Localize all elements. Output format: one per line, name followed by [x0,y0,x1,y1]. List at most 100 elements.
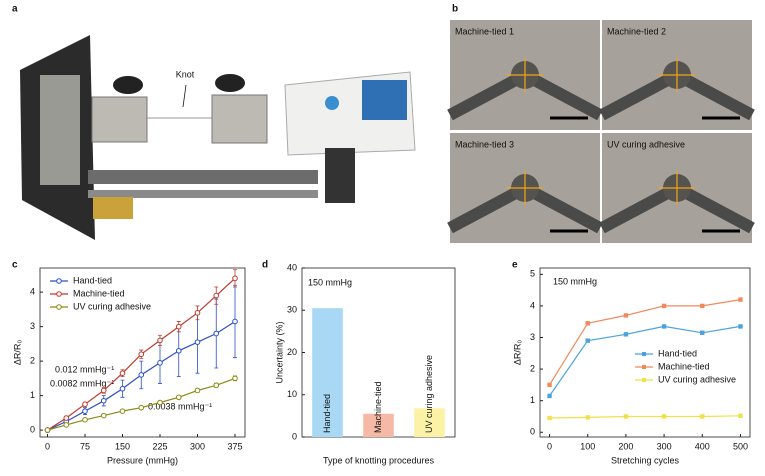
photo-annotation: Knot [176,69,195,79]
series-line [549,325,741,397]
y-tick-label: 1 [530,395,535,405]
y-tick-label: 0 [292,431,297,441]
data-point [700,303,705,309]
legend-label: Machine-tied [73,288,125,298]
legend-marker [642,365,646,369]
legend-marker [56,278,62,284]
data-point [175,394,182,401]
data-point [213,292,220,299]
data-point [194,339,201,345]
x-axis-label: Stretching cycles [611,455,680,465]
x-tick-label: 225 [152,441,167,451]
legend-label: UV curing adhesive [73,301,151,311]
legend-label: Machine-tied [658,361,710,371]
x-tick-label: 150 [115,441,130,451]
y-tick-label: 1 [30,390,35,400]
y-tick-label: 2 [30,355,35,365]
legend-marker [56,304,62,310]
photo-label: UV curing adhesive [607,139,685,149]
data-point [661,414,667,419]
data-point [100,412,107,419]
data-point [547,415,552,421]
data-point [82,416,88,423]
legend-label: Hand-tied [658,348,697,358]
y-tick-label: 0 [530,427,535,437]
panel-label: a [12,4,18,15]
photo-b: Machine-tied 1 Machine-tied 2 Machine-tied… [447,20,755,243]
y-tick-label: 20 [287,347,297,357]
x-tick-label: 500 [733,441,748,451]
data-point [157,360,163,366]
x-tick-label: 100 [580,441,595,451]
category-label: UV curing adhesive [424,355,434,433]
data-point [738,297,743,302]
y-tick-label: 3 [30,321,35,331]
data-point [119,408,126,414]
y-tick-label: 2 [530,363,535,373]
data-point [232,318,238,325]
data-point [63,415,70,421]
x-tick-label: 300 [190,441,205,451]
data-point [44,427,51,433]
data-point [157,337,163,344]
bar [363,413,394,437]
data-point [585,415,590,420]
x-tick-label: 400 [695,441,710,451]
annotation: 0.0038 mmHg⁻¹ [148,401,212,411]
data-point [661,324,667,329]
bar [312,308,343,437]
photo-label: Machine-tied 3 [455,139,514,149]
series-line [549,415,741,419]
panel-label: d [262,260,268,271]
data-point [194,310,201,316]
data-point [138,372,145,378]
data-point [175,323,182,330]
x-tick-label: 375 [227,441,242,451]
data-point [100,387,107,394]
x-tick-label: 300 [657,441,672,451]
photo-label: Machine-tied 2 [607,26,666,36]
y-tick-label: 4 [30,287,35,297]
photo-label: Machine-tied 1 [455,26,514,36]
legend-marker [642,352,646,356]
data-point [213,330,220,337]
data-point [138,404,145,411]
y-tick-label: 30 [287,305,297,315]
plot-frame [39,267,246,438]
legend-label: Hand-tied [73,275,112,285]
data-point [213,382,220,389]
y-tick-label: 10 [287,389,297,399]
y-axis-label: ΔR/R₀ [12,340,22,366]
data-point [63,422,70,428]
annotation: 0.0082 mmHg⁻¹ [50,378,114,388]
y-tick-label: 0 [30,424,35,434]
x-tick-label: 0 [547,441,552,451]
data-point [232,275,238,282]
data-point [585,321,590,326]
y-tick-label: 4 [530,300,535,310]
data-point [232,375,238,382]
panel-label: c [12,260,18,271]
x-axis-label: Pressure (mmHg) [107,455,178,465]
data-point [194,387,201,394]
x-axis-label: Type of knotting procedures [323,455,435,465]
y-tick-label: 3 [530,332,535,342]
x-tick-label: 200 [618,441,633,451]
data-point [623,414,629,419]
y-tick-label: 5 [530,269,535,279]
data-point [119,385,126,392]
y-axis-label: ΔR/R₀ [512,340,522,366]
data-point [700,414,705,419]
data-point [82,401,88,408]
category-label: Machine-tied [373,381,383,433]
data-point [119,370,126,376]
series-line [548,299,741,386]
data-point [623,332,629,337]
annotation: 150 mmHg [553,276,597,286]
data-point [82,408,88,414]
data-point [547,382,552,388]
y-tick-label: 40 [287,262,297,272]
data-point [175,347,182,354]
x-tick-label: 75 [80,441,90,451]
